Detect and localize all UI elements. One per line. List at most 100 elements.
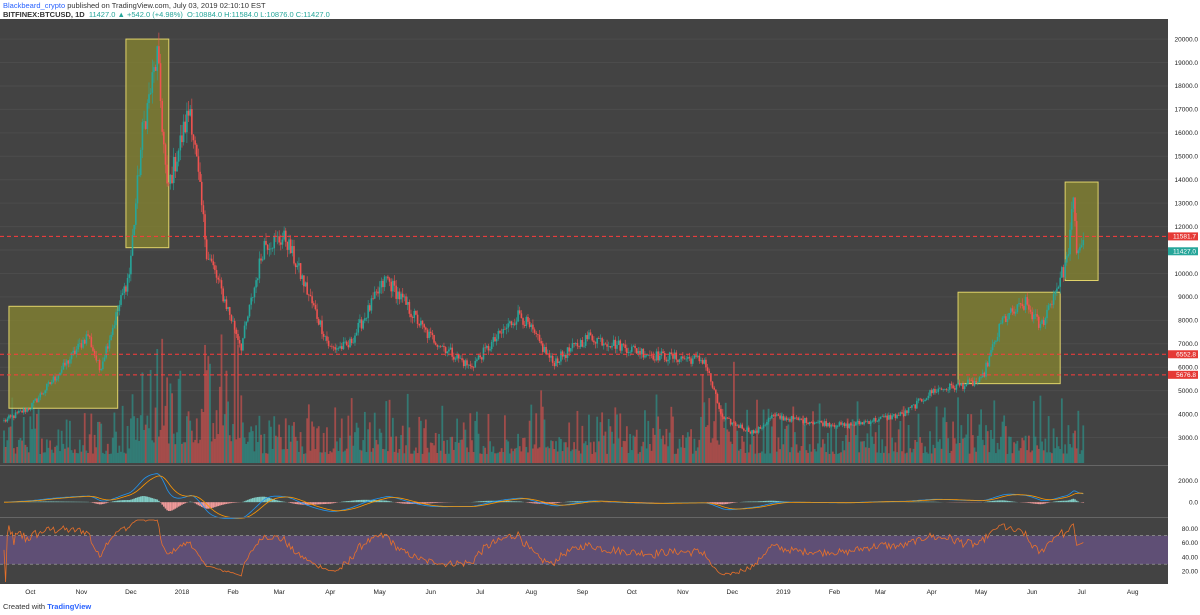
- candle: [286, 241, 289, 250]
- volume-bar: [494, 453, 496, 463]
- candle: [911, 405, 913, 408]
- macd-histogram-bar: [1001, 500, 1004, 503]
- volume-bar: [836, 453, 839, 463]
- volume-bar: [60, 430, 63, 463]
- candle: [571, 343, 574, 349]
- volume-bar: [866, 433, 869, 463]
- candle: [192, 134, 195, 141]
- candle: [232, 320, 234, 322]
- volume-bar: [418, 416, 421, 463]
- chart-area[interactable]: 20000.019000.018000.017000.016000.015000…: [0, 19, 1200, 599]
- macd-histogram-bar: [261, 496, 264, 503]
- volume-bar: [459, 439, 462, 463]
- volume-bar: [85, 450, 88, 463]
- candle: [1023, 305, 1025, 310]
- candle: [942, 389, 945, 390]
- macd-histogram-bar: [550, 502, 552, 504]
- macd-histogram-bar: [291, 502, 294, 504]
- volume-bar: [785, 425, 788, 463]
- volume-bar: [826, 432, 829, 463]
- volume-bar: [352, 445, 355, 463]
- candle: [284, 230, 287, 242]
- candle: [754, 430, 757, 434]
- macd-histogram-bar: [278, 500, 280, 503]
- candle: [18, 411, 20, 413]
- candle: [214, 265, 216, 271]
- candle: [845, 423, 847, 427]
- tradingview-logo[interactable]: TradingView: [47, 602, 92, 611]
- volume-bar: [955, 443, 958, 463]
- macd-histogram-bar: [46, 501, 48, 503]
- candle: [510, 321, 513, 326]
- candle: [902, 413, 905, 416]
- volume-bar: [330, 452, 333, 463]
- macd-histogram-bar: [766, 500, 768, 503]
- candle: [149, 92, 152, 95]
- candle: [339, 346, 341, 349]
- candle: [59, 372, 61, 376]
- macd-histogram-bar: [425, 502, 427, 504]
- candle: [808, 422, 811, 425]
- candle: [960, 383, 963, 386]
- macd-histogram-bar: [553, 502, 556, 504]
- candle: [423, 324, 425, 328]
- volume-bar: [787, 424, 790, 463]
- macd-histogram-bar: [772, 500, 775, 503]
- candle: [425, 327, 427, 330]
- volume-bar: [214, 438, 216, 463]
- candle: [1042, 320, 1045, 325]
- time-tick-label: Mar: [875, 589, 887, 596]
- candle: [655, 351, 658, 361]
- candle: [471, 366, 473, 368]
- candle: [349, 338, 351, 348]
- volume-bar: [344, 450, 346, 463]
- macd-histogram-bar: [166, 502, 168, 511]
- volume-bar: [181, 443, 183, 463]
- candle: [919, 398, 921, 400]
- macd-histogram-bar: [146, 496, 149, 503]
- macd-histogram-bar: [273, 499, 276, 503]
- macd-histogram-bar: [1072, 498, 1075, 503]
- candle: [963, 386, 966, 390]
- volume-bar: [657, 416, 660, 463]
- candle: [230, 314, 233, 322]
- candle: [1000, 323, 1002, 324]
- candle: [1064, 262, 1066, 278]
- volume-bar: [223, 414, 226, 463]
- time-tick-label: Dec: [727, 589, 739, 596]
- volume-bar: [195, 418, 198, 463]
- price-tick-label: 3000.0: [1178, 435, 1198, 442]
- volume-bar: [634, 436, 636, 463]
- candle: [652, 355, 655, 360]
- volume-bar: [739, 449, 742, 463]
- volume-bar: [991, 438, 994, 463]
- macd-histogram-bar: [350, 500, 353, 503]
- candle: [891, 415, 893, 420]
- volume-bar: [899, 420, 902, 463]
- author-link[interactable]: Blackbeard_crypto: [3, 1, 66, 10]
- volume-bar: [37, 409, 40, 463]
- candle: [336, 348, 338, 350]
- candle: [537, 333, 539, 335]
- volume-bar: [77, 453, 80, 463]
- candle: [340, 346, 343, 350]
- candle: [729, 418, 732, 425]
- macd-histogram-bar: [1067, 500, 1070, 503]
- macd-histogram-bar: [334, 502, 336, 503]
- volume-bar: [967, 414, 969, 463]
- volume-bar: [751, 430, 753, 463]
- candle: [102, 361, 104, 370]
- candle: [401, 293, 404, 298]
- candle: [922, 401, 925, 402]
- candle: [609, 346, 612, 348]
- candle: [924, 399, 926, 402]
- volume-bar: [505, 439, 508, 463]
- candle: [584, 335, 587, 346]
- candle: [634, 345, 636, 349]
- volume-bar: [868, 447, 870, 463]
- candle: [263, 240, 266, 260]
- volume-bar: [502, 452, 505, 463]
- volume-bar: [838, 453, 841, 463]
- volume-bar: [642, 441, 645, 463]
- candle: [673, 352, 676, 359]
